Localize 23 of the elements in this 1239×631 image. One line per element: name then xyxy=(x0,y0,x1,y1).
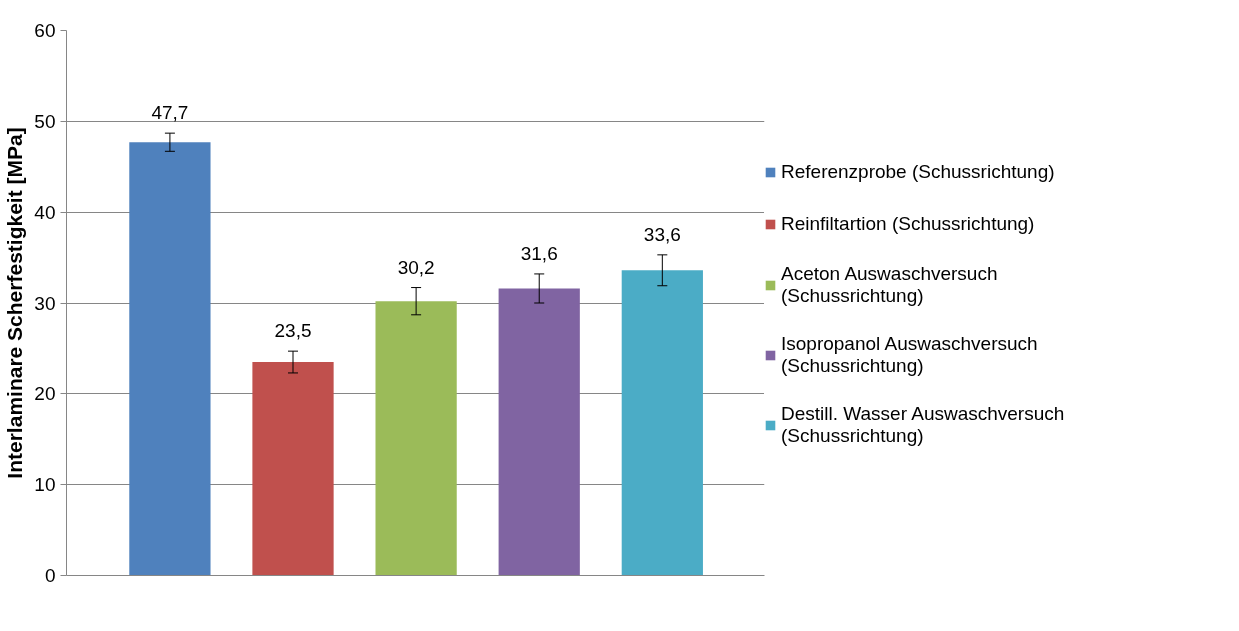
y-tick-label: 30 xyxy=(34,292,56,314)
data-label: 47,7 xyxy=(151,102,189,124)
legend-label: Aceton Auswaschversuch (Schussrichtung) xyxy=(781,262,998,307)
bar xyxy=(252,362,334,576)
y-tick-label: 20 xyxy=(34,383,56,405)
legend-label: Reinfiltartion (Schussrichtung) xyxy=(781,211,1035,236)
y-tick-label: 40 xyxy=(34,201,56,223)
bar xyxy=(129,142,211,576)
bar xyxy=(621,270,703,576)
data-label: 31,6 xyxy=(520,242,558,264)
data-label: 23,5 xyxy=(274,320,312,342)
bar xyxy=(498,288,580,576)
legend-label: Isopropanol Auswaschversuch (Schussrichtung) xyxy=(781,332,1038,377)
legend-label: Referenzprobe (Schussrichtung) xyxy=(781,159,1055,184)
y-tick-label: 50 xyxy=(34,110,56,132)
y-tick-label: 60 xyxy=(34,20,56,41)
data-label: 30,2 xyxy=(397,256,435,278)
y-tick-label: 10 xyxy=(34,474,56,496)
y-axis-title: Interlaminare Scherfestigkeit [MPa] xyxy=(3,127,27,479)
bar xyxy=(375,301,457,576)
y-tick-label: 0 xyxy=(44,565,56,586)
data-label: 33,6 xyxy=(643,223,681,245)
legend-label: Destill. Wasser Auswaschversuch (Schussrichtung) xyxy=(781,402,1065,447)
